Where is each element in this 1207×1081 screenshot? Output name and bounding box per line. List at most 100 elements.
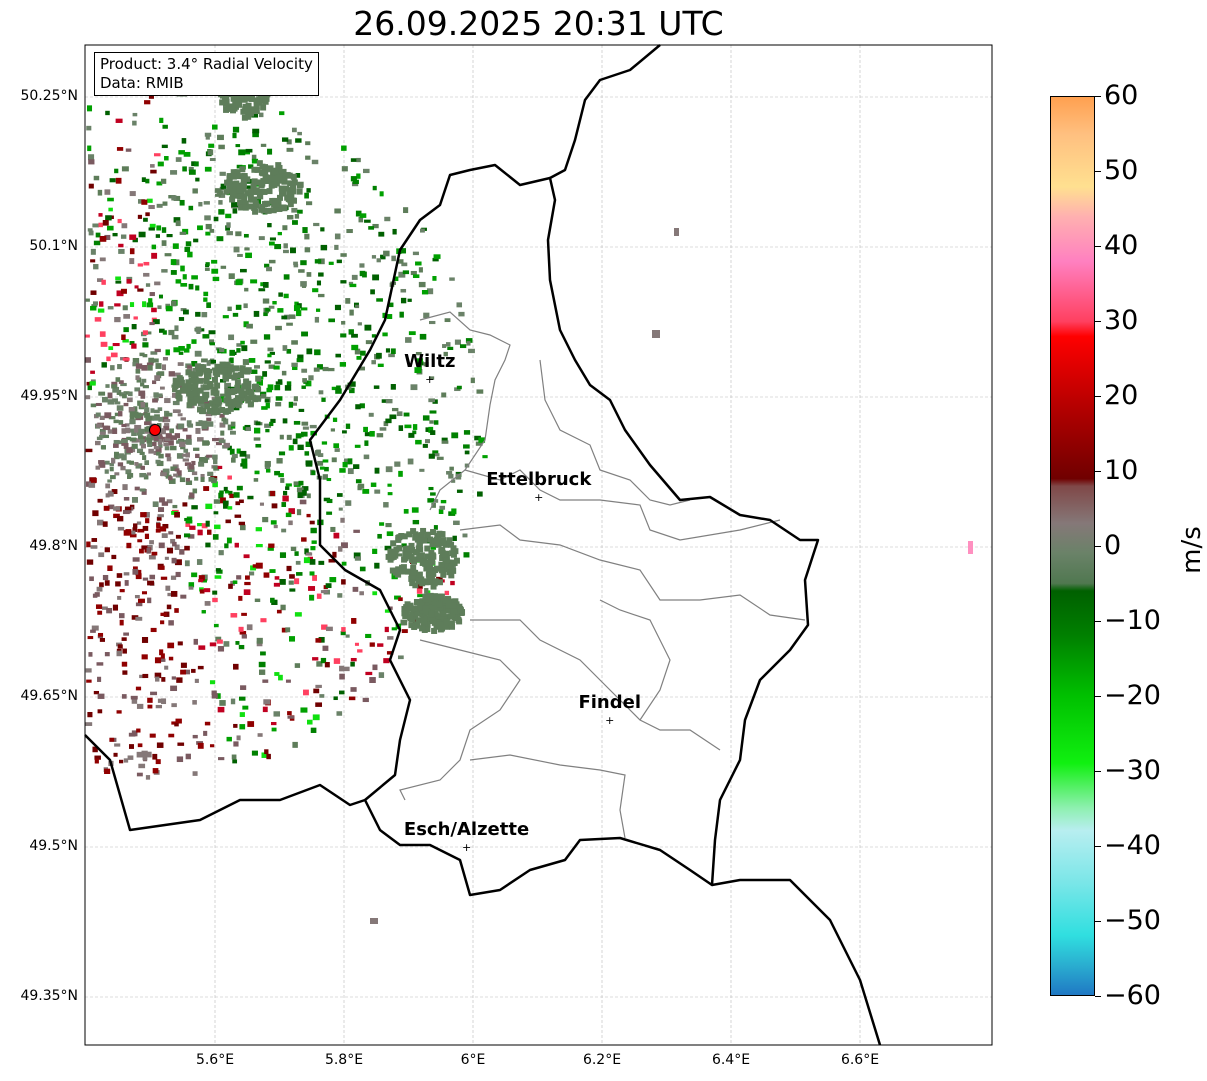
echo-pixel: [284, 385, 292, 391]
echo-pixel: [127, 473, 134, 478]
echo-pixel: [317, 293, 325, 298]
echo-pixel: [208, 330, 216, 335]
echo-pixel: [438, 509, 444, 515]
echo-pixel: [285, 512, 292, 518]
echo-pixel: [267, 148, 273, 155]
echo-pixel: [312, 574, 318, 581]
echo-pixel: [245, 148, 253, 153]
echo-pixel: [191, 505, 198, 510]
echo-pixel: [180, 417, 186, 421]
echo-pixel: [281, 627, 288, 633]
echo-pixel: [185, 452, 190, 458]
echo-pixel: [87, 711, 93, 718]
echo-pixel: [297, 354, 304, 360]
echo-pixel: [436, 456, 444, 460]
echo-pixel: [112, 604, 119, 611]
echo-pixel: [316, 449, 321, 453]
echo-pixel: [293, 481, 300, 486]
echo-pixel: [186, 438, 192, 445]
echo-pixel: [410, 270, 417, 276]
echo-pixel: [321, 397, 326, 402]
echo-pixel: [424, 588, 429, 594]
echo-pixel: [432, 578, 439, 585]
echo-pixel: [309, 594, 315, 601]
echo-pixel: [457, 607, 464, 614]
echo-pixel: [264, 263, 270, 268]
echo-pixel: [170, 590, 178, 597]
echo-pixel: [175, 220, 181, 227]
echo-pixel: [151, 551, 158, 556]
echo-pixel: [157, 698, 163, 703]
echo-pixel: [116, 650, 122, 657]
echo-pixel: [139, 488, 146, 492]
echo-pixel: [162, 356, 169, 361]
echo-pixel: [121, 334, 126, 341]
echo-pixel: [368, 226, 375, 230]
echo-pixel: [397, 553, 403, 557]
echo-pixel: [283, 293, 289, 299]
echo-pixel: [119, 759, 124, 764]
echo-pixel: [194, 161, 199, 167]
echo-pixel: [458, 311, 465, 317]
echo-pixel: [305, 552, 313, 556]
echo-pixel: [258, 661, 266, 668]
map-title: 26.09.2025 20:31 UTC: [353, 4, 724, 43]
echo-pixel: [117, 595, 122, 600]
echo-pixel: [121, 661, 128, 667]
echo-pixel: [174, 381, 181, 388]
echo-pixel: [227, 405, 234, 412]
echo-pixel: [236, 343, 242, 347]
echo-pixel: [217, 366, 224, 373]
echo-pixel: [422, 596, 429, 603]
echo-pixel: [412, 424, 418, 430]
echo-pixel: [307, 556, 313, 561]
echo-pixel: [209, 680, 216, 685]
echo-pixel: [116, 573, 123, 578]
echo-pixel: [255, 386, 262, 393]
echo-pixel: [269, 421, 274, 427]
echo-pixel: [219, 99, 226, 106]
echo-pixel: [159, 497, 165, 503]
echo-pixel: [419, 625, 426, 632]
lat-tick-label: 49.8°N: [29, 538, 78, 554]
echo-pixel: [204, 215, 211, 221]
echo-pixel: [328, 318, 335, 323]
echo-pixel: [152, 753, 158, 760]
echo-pixel: [99, 415, 105, 420]
echo-pixel: [377, 363, 384, 368]
echo-pixel: [263, 312, 268, 317]
echo-pixel: [197, 437, 204, 442]
echo-pixel: [277, 231, 282, 236]
echo-pixel: [272, 201, 279, 208]
echo-pixel: [178, 379, 185, 386]
city-label: Wiltz: [404, 351, 456, 372]
echo-pixel: [356, 173, 361, 179]
echo-pixel: [224, 382, 232, 389]
echo-pixel: [245, 397, 252, 404]
echo-pixel: [262, 174, 269, 181]
echo-pixel: [248, 95, 255, 102]
echo-pixel: [97, 610, 103, 615]
echo-pixel: [388, 353, 395, 358]
echo-pixel: [450, 608, 457, 615]
echo-pixel: [415, 261, 422, 266]
echo-pixel: [268, 305, 275, 309]
echo-pixel: [179, 231, 187, 235]
colorbar: [1050, 96, 1095, 996]
echo-pixel: [451, 432, 459, 439]
echo-pixel: [162, 468, 170, 474]
echo-pixel: [105, 483, 111, 489]
echo-pixel: [170, 685, 178, 692]
echo-pixel: [253, 427, 261, 434]
echo-pixel: [229, 191, 236, 198]
echo-pixel: [107, 565, 113, 571]
echo-pixel: [86, 481, 92, 487]
echo-pixel: [226, 173, 233, 180]
echo-pixel: [446, 569, 453, 576]
echo-pixel: [198, 201, 203, 207]
echo-pixel: [427, 498, 435, 503]
echo-pixel: [197, 378, 204, 384]
echo-pixel: [260, 393, 266, 399]
echo-pixel: [186, 383, 193, 390]
echo-pixel: [241, 612, 247, 616]
